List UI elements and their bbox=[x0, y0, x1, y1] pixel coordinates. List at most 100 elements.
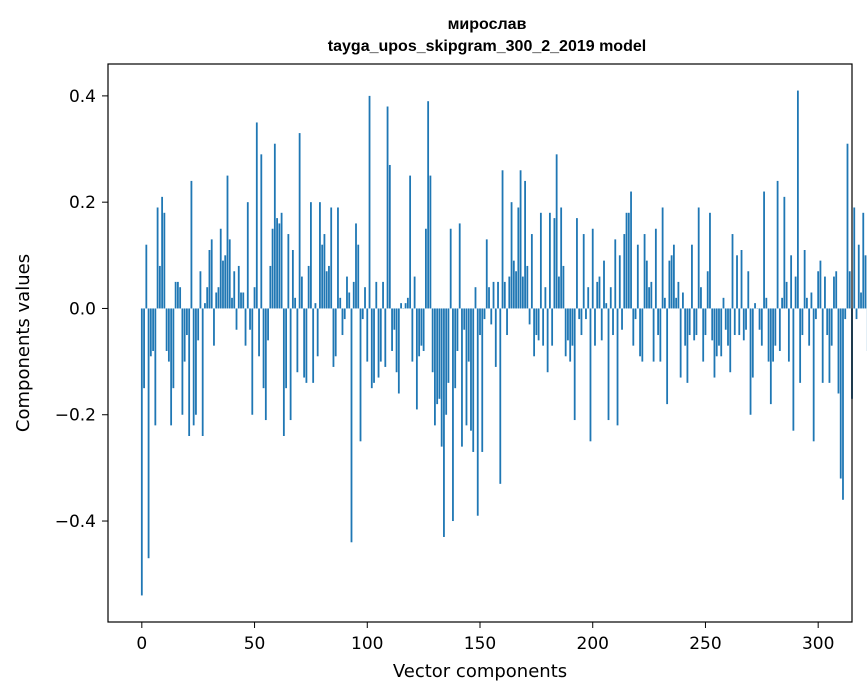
bar bbox=[697, 207, 700, 309]
bar bbox=[600, 308, 603, 341]
bar bbox=[857, 244, 860, 309]
bar bbox=[463, 308, 466, 330]
bar bbox=[483, 308, 486, 320]
bar bbox=[828, 308, 831, 383]
bar bbox=[787, 308, 790, 362]
bar bbox=[490, 308, 493, 325]
bar bbox=[598, 276, 601, 309]
bar bbox=[330, 207, 333, 309]
bar bbox=[156, 207, 159, 309]
bar bbox=[668, 260, 671, 309]
bar bbox=[305, 308, 308, 383]
y-tick-label: −0.2 bbox=[55, 406, 96, 426]
y-axis-ticks: −0.4 −0.2 0.0 0.2 0.4 bbox=[55, 87, 108, 532]
bar bbox=[312, 308, 315, 383]
bar bbox=[842, 308, 844, 500]
bar bbox=[488, 287, 490, 309]
bar bbox=[778, 308, 781, 351]
bar bbox=[424, 228, 427, 309]
x-tick-label: 300 bbox=[802, 634, 834, 654]
bar bbox=[704, 308, 707, 336]
plot-frame bbox=[107, 63, 853, 623]
bar bbox=[328, 265, 330, 309]
bar bbox=[864, 255, 867, 309]
bar bbox=[663, 297, 666, 309]
bar bbox=[835, 271, 838, 309]
bar bbox=[411, 308, 414, 362]
bar bbox=[772, 308, 774, 362]
bar bbox=[573, 308, 576, 421]
bar bbox=[526, 265, 529, 309]
bar bbox=[465, 308, 468, 426]
bar bbox=[217, 287, 220, 309]
bar bbox=[571, 308, 574, 346]
bar bbox=[627, 212, 630, 309]
bar bbox=[817, 271, 820, 309]
bar bbox=[519, 170, 522, 309]
bar bbox=[195, 308, 197, 415]
bar bbox=[742, 308, 745, 341]
bar bbox=[422, 308, 425, 351]
bar bbox=[713, 308, 716, 378]
bar bbox=[609, 287, 612, 309]
bar bbox=[578, 308, 581, 320]
bar bbox=[821, 308, 824, 383]
bar bbox=[677, 281, 680, 309]
bar bbox=[684, 308, 687, 346]
bar bbox=[524, 180, 526, 309]
bar bbox=[510, 202, 513, 309]
bar bbox=[461, 308, 463, 447]
bar bbox=[186, 308, 188, 336]
bar bbox=[815, 308, 817, 320]
chart-title: мирослав bbox=[448, 16, 527, 33]
bar bbox=[503, 281, 506, 309]
bar bbox=[240, 292, 242, 309]
bar bbox=[149, 308, 152, 357]
bar bbox=[657, 308, 660, 336]
bar bbox=[287, 234, 290, 309]
bar bbox=[273, 143, 276, 309]
bar bbox=[258, 308, 260, 357]
bar bbox=[271, 228, 274, 309]
bar bbox=[711, 308, 714, 341]
bar bbox=[454, 308, 457, 389]
bar bbox=[688, 308, 691, 336]
bar bbox=[307, 265, 310, 309]
bar bbox=[140, 308, 143, 596]
bar bbox=[269, 265, 272, 309]
bar bbox=[393, 308, 396, 330]
bar bbox=[666, 308, 669, 405]
bar bbox=[675, 297, 678, 309]
bar bbox=[208, 250, 211, 309]
y-axis-label: Components values bbox=[13, 254, 34, 432]
bar bbox=[215, 292, 218, 309]
bar bbox=[201, 308, 204, 436]
bar bbox=[521, 276, 524, 309]
bar bbox=[158, 265, 161, 309]
bar bbox=[754, 303, 756, 309]
bar bbox=[812, 308, 815, 442]
x-tick-label: 200 bbox=[577, 634, 609, 654]
bar bbox=[564, 308, 567, 357]
bar bbox=[623, 234, 626, 309]
bar bbox=[497, 281, 499, 309]
bar bbox=[443, 308, 445, 537]
bar bbox=[357, 244, 360, 309]
bar bbox=[760, 308, 763, 346]
x-tick-label: 250 bbox=[689, 634, 721, 654]
bar bbox=[334, 308, 337, 357]
bar bbox=[341, 308, 344, 336]
x-tick-label: 100 bbox=[351, 634, 383, 654]
bar bbox=[722, 297, 725, 309]
bar bbox=[379, 308, 382, 362]
bar bbox=[639, 308, 641, 357]
bar bbox=[476, 308, 479, 516]
bar bbox=[790, 255, 793, 309]
bar bbox=[346, 276, 348, 309]
bar bbox=[612, 308, 614, 336]
bar bbox=[607, 308, 610, 421]
bar bbox=[718, 308, 720, 346]
bar bbox=[645, 260, 648, 309]
bar bbox=[729, 308, 732, 373]
bar bbox=[452, 308, 454, 522]
